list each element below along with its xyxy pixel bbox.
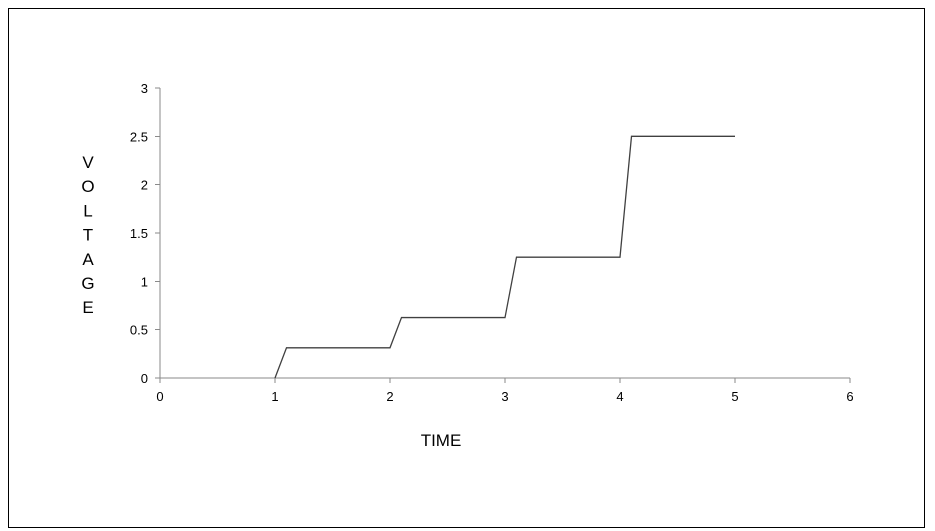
y-axis-title-letter: O [81, 177, 94, 196]
y-tick-label: 3 [141, 81, 148, 96]
series-line [274, 135, 735, 379]
y-tick-label: 1 [141, 274, 148, 289]
x-axis-title: TIME [421, 431, 462, 450]
y-tick-label: 1.5 [130, 226, 148, 241]
y-axis: 0 0.5 1 1.5 2 2.5 3 [130, 81, 161, 386]
x-tick-label: 5 [731, 389, 738, 404]
series-group [274, 135, 735, 379]
y-axis-title-letter: V [82, 153, 94, 172]
y-axis-title-letter: G [81, 274, 94, 293]
y-tick-label: 0 [141, 371, 148, 386]
x-axis: 0 1 2 3 4 5 6 [156, 377, 854, 404]
x-tick-label: 2 [386, 389, 393, 404]
y-axis-title-letter: E [82, 298, 93, 317]
y-tick-label: 2 [141, 178, 148, 193]
x-tick-label: 1 [271, 389, 278, 404]
x-tick-label: 6 [846, 389, 853, 404]
y-tick-label: 0.5 [130, 323, 148, 338]
y-axis-title-letter: A [82, 250, 94, 269]
y-axis-title-letter: T [83, 226, 93, 245]
x-tick-label: 4 [616, 389, 623, 404]
x-tick-label: 3 [501, 389, 508, 404]
x-tick-label: 0 [156, 389, 163, 404]
y-axis-title-letter: L [83, 201, 92, 220]
chart-frame [8, 8, 925, 528]
y-tick-label: 2.5 [130, 129, 148, 144]
